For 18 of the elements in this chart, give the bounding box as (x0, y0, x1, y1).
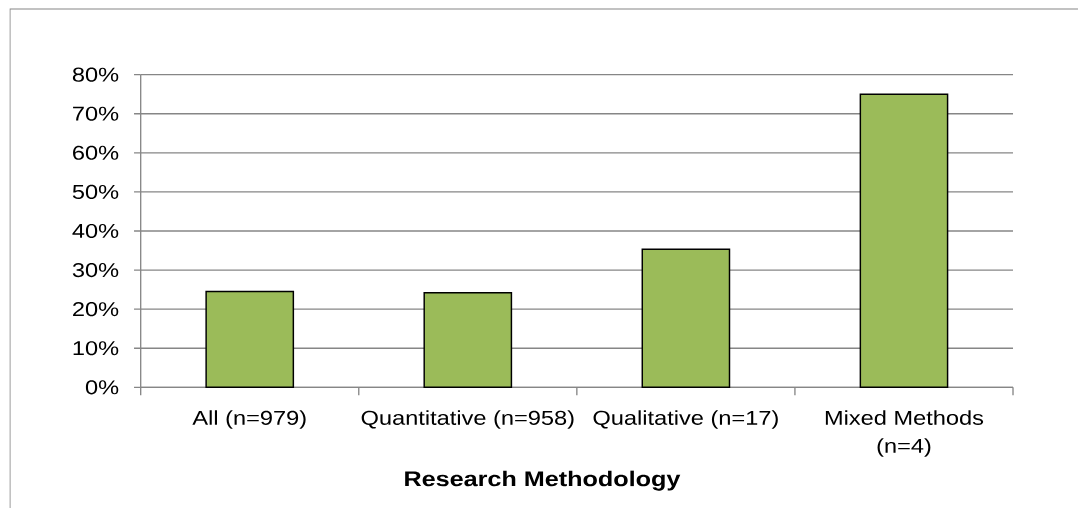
y-tick-label: 40% (72, 223, 119, 239)
y-tick-label: 10% (73, 341, 119, 356)
x-tick-label: All (n=979) (192, 410, 306, 429)
bar (641, 248, 731, 389)
bar (205, 290, 295, 389)
y-tick-label: 70% (73, 106, 119, 121)
bar (859, 93, 949, 389)
bar (423, 291, 513, 389)
x-tick-label: Qualitative (n=17) (593, 410, 778, 429)
y-tick-label: 0% (85, 380, 119, 395)
y-tick-label: 80% (72, 67, 119, 82)
x-tick-label: Mixed Methods (n=4) (825, 410, 984, 457)
y-tick-label: 60% (73, 145, 119, 160)
y-tick-label: 20% (73, 302, 119, 317)
x-axis-title: Research Methodology (405, 470, 681, 491)
y-tick-label: 30% (72, 262, 119, 278)
x-tick-label: Quantitative (n=958) (361, 410, 574, 429)
y-tick-label: 50% (72, 184, 119, 199)
